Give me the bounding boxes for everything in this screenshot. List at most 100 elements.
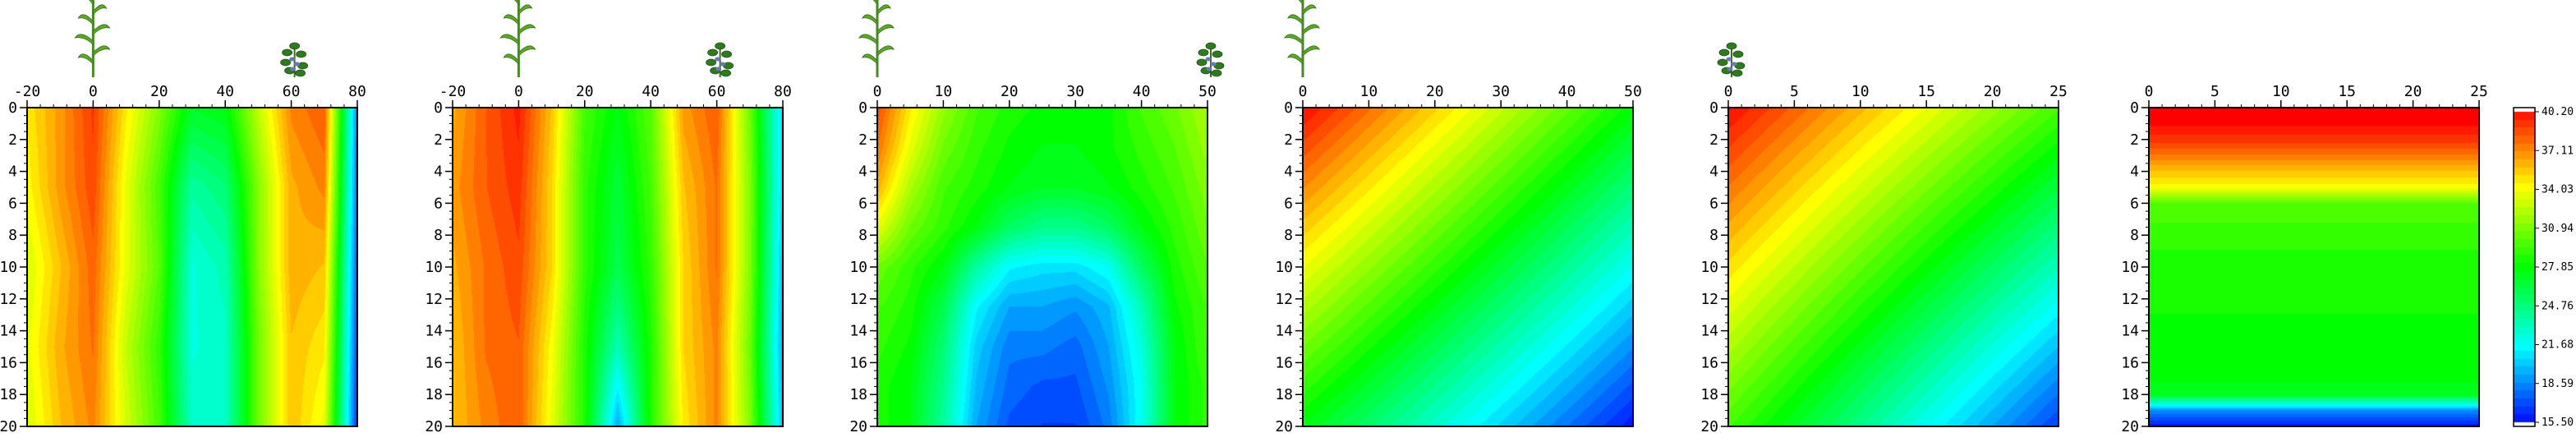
soybean-plant-icon — [1717, 42, 1746, 77]
y-tick-label: 2 — [434, 131, 443, 149]
soybean-plant-icon — [706, 42, 734, 77]
y-tick-label: 18 — [0, 386, 17, 403]
x-tick-label: 10 — [2272, 83, 2290, 100]
x-tick-label: 15 — [2338, 83, 2356, 100]
y-tick-label: 20 — [425, 418, 443, 435]
y-tick-label: 20 — [849, 418, 867, 435]
y-tick-label: 0 — [2130, 99, 2139, 117]
colorbar-tick-label: 27.85 — [2542, 261, 2574, 274]
heatmap-panel-4: 0 10 20 30 40 50 0 2 4 6 8 10 12 14 16 18 20 — [1275, 0, 1642, 435]
plot-frame — [876, 107, 1208, 427]
y-tick-label: 4 — [1284, 163, 1293, 181]
heatmap-panel-5: 0 5 10 15 20 25 0 2 4 6 8 10 12 14 16 18 20 — [1700, 42, 2068, 435]
y-tick-label: 4 — [858, 163, 867, 181]
y-tick-label: 20 — [0, 418, 17, 435]
y-tick-label: 0 — [1284, 99, 1293, 117]
heatmap-surface-4 — [1303, 108, 1633, 426]
y-tick-label: 20 — [1700, 418, 1718, 435]
y-tick-label: 18 — [425, 386, 443, 403]
y-tick-label: 6 — [1284, 195, 1293, 212]
x-tick-label: 20 — [150, 83, 168, 100]
soybean-plant-icon — [280, 42, 309, 77]
y-tick-label: 8 — [1284, 227, 1293, 244]
x-tick-label: 0 — [2145, 83, 2154, 100]
y-tick-label: 16 — [1275, 354, 1293, 371]
y-tick-label: 0 — [1709, 99, 1718, 117]
x-tick-label: 20 — [1426, 83, 1444, 100]
x-tick-label: 40 — [642, 83, 660, 100]
heatmap-surface-2 — [453, 108, 783, 426]
plot-frame — [2148, 107, 2480, 427]
x-tick-label: 60 — [708, 83, 726, 100]
y-tick-label: 12 — [1275, 291, 1293, 308]
y-tick-label: 4 — [1709, 163, 1718, 181]
y-tick-label: 18 — [1700, 386, 1718, 403]
x-tick-label: 0 — [1299, 83, 1308, 100]
y-tick-label: 10 — [425, 259, 443, 276]
x-tick-label: 30 — [1492, 83, 1510, 100]
x-tick-label: 80 — [774, 83, 792, 100]
x-tick-label: 0 — [1724, 83, 1733, 100]
x-tick-label: 5 — [2210, 83, 2220, 100]
x-tick-label: 40 — [216, 83, 234, 100]
y-tick-label: 16 — [0, 354, 17, 371]
x-tick-label: 40 — [1558, 83, 1576, 100]
y-tick-label: 12 — [2121, 291, 2139, 308]
colorbar-tick-label: 34.03 — [2542, 184, 2574, 196]
colorbar-tick-label: 40.20 — [2542, 106, 2574, 118]
plot-frame — [1727, 107, 2059, 427]
y-tick-label: 14 — [2121, 323, 2139, 340]
y-tick-label: 14 — [0, 323, 17, 340]
y-tick-label: 14 — [1700, 323, 1718, 340]
y-tick-label: 8 — [8, 227, 17, 244]
y-tick-label: 8 — [858, 227, 867, 244]
x-tick-label: 20 — [1000, 83, 1019, 100]
heatmap-surface-3 — [877, 108, 1208, 426]
y-tick-label: 6 — [1709, 195, 1718, 212]
x-tick-label: 10 — [1852, 83, 1870, 100]
y-tick-label: 10 — [1700, 259, 1718, 276]
y-tick-label: 10 — [1275, 259, 1293, 276]
x-tick-label: 0 — [514, 83, 523, 100]
y-tick-label: 12 — [425, 291, 443, 308]
colorbar: 40.20 37.11 34.03 30.94 27.85 24.76 21.68 18.59… — [2513, 106, 2574, 429]
colorbar-tick-label: 24.76 — [2542, 300, 2574, 312]
x-tick-label: 30 — [1066, 83, 1084, 100]
x-tick-label: -20 — [439, 83, 467, 100]
colorbar-tick-label: 15.50 — [2542, 417, 2574, 429]
x-tick-label: 0 — [873, 83, 882, 100]
y-tick-label: 4 — [434, 163, 443, 181]
x-tick-label: 60 — [283, 83, 301, 100]
y-tick-label: 6 — [858, 195, 867, 212]
x-tick-label: 50 — [1624, 83, 1642, 100]
x-tick-label: 10 — [1360, 83, 1378, 100]
y-tick-label: 16 — [425, 354, 443, 371]
y-tick-label: 0 — [8, 99, 17, 117]
y-tick-label: 4 — [8, 163, 17, 181]
colorbar-gradient — [2514, 108, 2535, 426]
y-tick-label: 8 — [1709, 227, 1718, 244]
colorbar-tick-label: 21.68 — [2542, 339, 2574, 352]
y-tick-label: 6 — [434, 195, 443, 212]
y-tick-label: 16 — [1700, 354, 1718, 371]
y-tick-label: 14 — [1275, 323, 1293, 340]
y-tick-label: 18 — [849, 386, 867, 403]
heatmap-surface-5 — [1728, 108, 2058, 426]
colorbar-frame — [2513, 107, 2536, 427]
x-tick-label: 80 — [348, 83, 366, 100]
y-tick-label: 16 — [2121, 354, 2139, 371]
x-tick-label: 25 — [2049, 83, 2068, 100]
heatmap-panel-6: 0 5 10 15 20 25 0 2 4 6 8 10 12 14 16 18 20 — [2121, 83, 2488, 435]
y-tick-label: 4 — [2130, 163, 2139, 181]
y-tick-label: 6 — [8, 195, 17, 212]
plot-frame — [26, 107, 358, 427]
colorbar-tick-label: 37.11 — [2542, 145, 2574, 157]
y-tick-label: 8 — [434, 227, 443, 244]
y-tick-label: 18 — [1275, 386, 1293, 403]
y-tick-label: 2 — [1284, 131, 1293, 149]
y-tick-label: 8 — [2130, 227, 2139, 244]
y-tick-label: 10 — [0, 259, 17, 276]
x-tick-label: 20 — [1984, 83, 2002, 100]
